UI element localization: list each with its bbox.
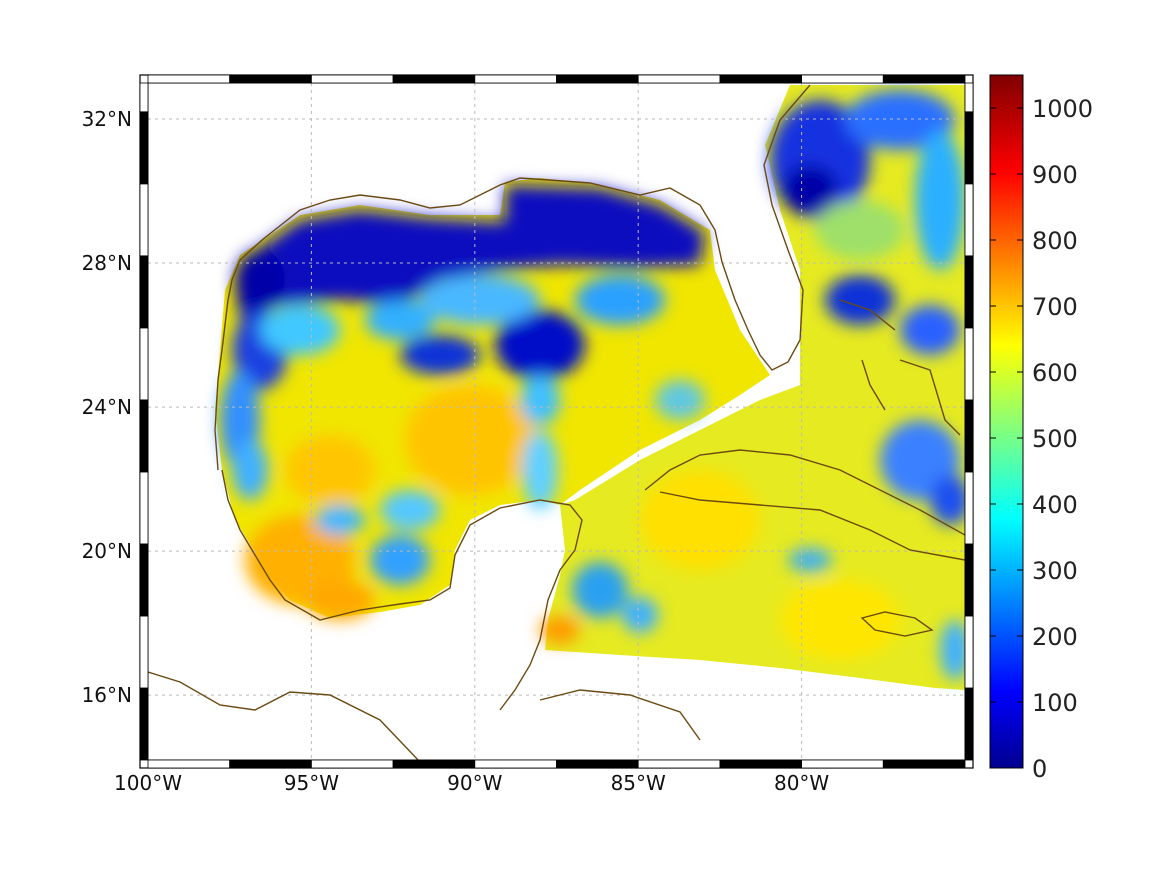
colorbar-tick-label: 300	[1032, 557, 1078, 585]
frame-segment-top	[392, 74, 476, 84]
frame-segment-bottom	[474, 759, 557, 769]
frame-segment-right	[964, 255, 974, 329]
frame-segment-top	[310, 74, 394, 84]
lat-label: 24°N	[82, 395, 132, 419]
colorbar-tick-label: 0	[1032, 755, 1047, 783]
frame-segment-top	[801, 74, 884, 84]
colorbar-tick-label: 500	[1032, 425, 1078, 453]
colorbar-tick-label: 900	[1032, 161, 1078, 189]
coastline-cuba	[644, 449, 965, 561]
coastline-central-america	[148, 671, 420, 760]
coastline-honduras	[539, 689, 701, 741]
frame-segment-right	[964, 471, 974, 545]
coastline-bahamas	[839, 299, 961, 436]
frame-segment-bottom	[310, 759, 394, 769]
lon-label: 95°W	[284, 771, 339, 795]
frame-segment-bottom	[801, 759, 884, 769]
colorbar-tick-label: 600	[1032, 359, 1078, 387]
lat-label: 16°N	[82, 683, 132, 707]
field-blobs	[220, 90, 965, 680]
frame-segment-left	[139, 327, 149, 401]
frame-segment-right	[964, 327, 974, 401]
coastline-mexico	[221, 469, 583, 711]
colorbar-tick-label: 400	[1032, 491, 1078, 519]
frame-segment-left	[139, 82, 149, 113]
lat-label: 32°N	[82, 107, 132, 131]
axis-labels: 100°W 95°W 90°W 85°W 80°W 32°N 28°N 24°N 20°N 16°…	[82, 107, 830, 795]
colorbar-tick-label: 1000	[1032, 95, 1093, 123]
colorbar-tick-label: 200	[1032, 623, 1078, 651]
frame-segment-bottom	[637, 759, 721, 769]
frame-segment-left	[139, 543, 149, 617]
frame-segment-bottom	[392, 759, 476, 769]
lon-label: 90°W	[447, 771, 502, 795]
frame-ticks	[139, 74, 974, 769]
frame-segment-right	[964, 111, 974, 185]
coastlines	[148, 84, 965, 760]
frame-segment-bottom	[882, 759, 966, 769]
frame-segment-left	[139, 111, 149, 185]
colorbar-tick-label: 800	[1032, 227, 1078, 255]
frame-segment-top	[474, 74, 557, 84]
frame-segment-top	[719, 74, 803, 84]
frame-segment-bottom	[147, 759, 231, 769]
frame-segment-bottom	[229, 759, 312, 769]
frame-segment-bottom	[719, 759, 803, 769]
frame-segment-right	[964, 615, 974, 689]
frame-segment-left	[139, 615, 149, 689]
lon-label: 85°W	[611, 771, 666, 795]
map-panel: 100°W 95°W 90°W 85°W 80°W 32°N 28°N 24°N 20°N 16°…	[82, 74, 974, 795]
colorbar-tick-label: 700	[1032, 293, 1078, 321]
frame-segment-right	[964, 82, 974, 113]
frame-segment-left	[139, 687, 149, 761]
frame-segment-top	[637, 74, 721, 84]
coastline-jamaica	[860, 611, 934, 637]
frame-segment-bottom	[556, 759, 639, 769]
frame-segment-left	[139, 255, 149, 329]
frame-segment-right	[964, 687, 974, 761]
lon-label: 100°W	[114, 771, 182, 795]
frame-segment-top	[556, 74, 639, 84]
frame-segment-right	[964, 399, 974, 473]
coastline-gulf	[214, 84, 811, 471]
lat-label: 20°N	[82, 539, 132, 563]
frame-segment-left	[139, 399, 149, 473]
lon-label: 80°W	[774, 771, 829, 795]
lat-label: 28°N	[82, 251, 132, 275]
frame-segment-right	[964, 183, 974, 257]
frame-segment-top	[147, 74, 231, 84]
frame-segment-top	[229, 74, 312, 84]
frame-segment-left	[139, 471, 149, 545]
graticule	[147, 83, 965, 760]
frame-segment-left	[139, 183, 149, 257]
colorbar-tick-label: 100	[1032, 689, 1078, 717]
data-field	[215, 85, 965, 690]
colorbar-gradient	[989, 74, 1024, 769]
frame-segment-right	[964, 543, 974, 617]
frame-segment-top	[882, 74, 966, 84]
